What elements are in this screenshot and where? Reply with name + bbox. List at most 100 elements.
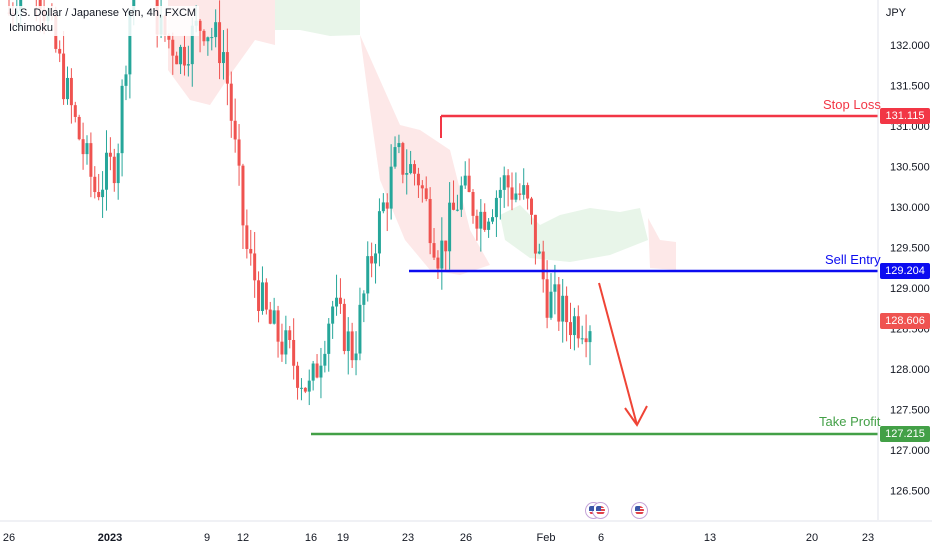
x-tick-label: 23 bbox=[402, 532, 414, 544]
indicator-label[interactable]: Ichimoku bbox=[9, 22, 54, 34]
time-axis[interactable]: 26 2023 9 12 16 19 23 26 Feb 6 13 20 23 bbox=[3, 532, 874, 544]
candle-body bbox=[225, 52, 229, 84]
candle-body bbox=[38, 0, 42, 10]
sell-entry-label: Sell Entry bbox=[825, 252, 881, 267]
candle-body bbox=[296, 365, 300, 388]
candle-body bbox=[440, 240, 444, 269]
candle-body bbox=[448, 202, 452, 252]
candle-body bbox=[93, 176, 97, 193]
candle-body bbox=[580, 338, 584, 340]
x-tick-label: Feb bbox=[537, 532, 556, 544]
x-tick-label: 20 bbox=[806, 532, 818, 544]
candle-body bbox=[358, 304, 362, 354]
candle-body bbox=[120, 85, 124, 154]
candle-body bbox=[362, 293, 366, 305]
y-tick-label: 128.000 bbox=[890, 364, 930, 376]
sell-entry-price-badge: 129.204 bbox=[880, 263, 930, 279]
x-tick-label: 23 bbox=[862, 532, 874, 544]
us-flag-event-icon[interactable] bbox=[592, 502, 609, 519]
candle-body bbox=[522, 185, 526, 195]
candle-body bbox=[366, 256, 370, 294]
candle-body bbox=[167, 35, 171, 40]
candle-body bbox=[541, 251, 545, 280]
candle-body bbox=[479, 211, 483, 229]
candle-body bbox=[331, 306, 335, 324]
last-price-badge: 128.606 bbox=[880, 313, 930, 329]
candle-body bbox=[85, 143, 89, 155]
x-tick-label: 2023 bbox=[98, 532, 122, 544]
symbol-title[interactable]: U.S. Dollar / Japanese Yen, 4h, FXCM bbox=[9, 7, 197, 19]
sell-arrow-shaft[interactable] bbox=[598, 282, 638, 426]
candle-body bbox=[413, 164, 417, 174]
candle-body bbox=[350, 331, 354, 361]
candles bbox=[7, 0, 592, 406]
candle-body bbox=[405, 173, 409, 175]
candle-body bbox=[374, 253, 378, 264]
take-profit-price-badge: 127.215 bbox=[880, 426, 930, 442]
candle-body bbox=[272, 310, 276, 324]
candle-body bbox=[588, 331, 592, 343]
candle-body bbox=[389, 166, 393, 209]
x-tick-label: 9 bbox=[204, 532, 210, 544]
candle-body bbox=[506, 175, 510, 188]
candle-body bbox=[210, 37, 214, 39]
take-profit-label: Take Profit bbox=[819, 414, 881, 429]
candle-body bbox=[221, 52, 225, 64]
price-axis[interactable]: 132.000 131.500 131.000 130.500 130.000 129.5… bbox=[890, 40, 930, 498]
candle-body bbox=[561, 295, 565, 322]
x-tick-label: 12 bbox=[237, 532, 249, 544]
candle-body bbox=[182, 46, 186, 66]
candle-body bbox=[276, 310, 280, 342]
y-tick-label: 131.000 bbox=[890, 121, 930, 133]
candle-body bbox=[420, 185, 424, 189]
candle-body bbox=[428, 198, 432, 244]
ichimoku-cloud bbox=[168, 0, 676, 275]
x-tick-label: 26 bbox=[3, 532, 15, 544]
y-tick-label: 132.000 bbox=[890, 40, 930, 52]
candle-body bbox=[58, 48, 62, 54]
candle-body bbox=[307, 380, 311, 392]
candle-body bbox=[175, 55, 179, 65]
cloud-bearish bbox=[360, 35, 490, 275]
candle-body bbox=[260, 282, 264, 312]
candle-body bbox=[303, 387, 307, 392]
x-tick-label: 13 bbox=[704, 532, 716, 544]
candle-body bbox=[69, 77, 73, 106]
candle-body bbox=[253, 253, 257, 281]
candle-body bbox=[327, 323, 331, 354]
candle-body bbox=[370, 256, 374, 264]
candle-body bbox=[179, 46, 183, 65]
candle-body bbox=[237, 139, 241, 166]
candle-body bbox=[319, 365, 323, 378]
candle-body bbox=[533, 214, 537, 254]
y-tick-label: 129.000 bbox=[890, 283, 930, 295]
y-tick-label: 126.500 bbox=[890, 486, 930, 498]
candle-body bbox=[487, 221, 491, 230]
candle-body bbox=[128, 10, 132, 75]
stop-loss-price-badge: 131.115 bbox=[880, 108, 930, 124]
y-tick-label: 127.500 bbox=[890, 405, 930, 417]
candle-body bbox=[257, 280, 261, 312]
us-flag-event-icon[interactable] bbox=[631, 502, 648, 519]
candle-body bbox=[198, 20, 202, 31]
y-tick-label: 127.000 bbox=[890, 445, 930, 457]
candle-body bbox=[89, 143, 93, 177]
candle-body bbox=[346, 331, 350, 352]
candle-body bbox=[526, 185, 530, 199]
candle-body bbox=[510, 187, 514, 200]
candle-body bbox=[284, 330, 288, 355]
candle-body bbox=[77, 116, 81, 140]
candle-body bbox=[397, 143, 401, 148]
candle-body bbox=[112, 156, 116, 184]
candle-body bbox=[381, 202, 385, 212]
candle-body bbox=[530, 198, 534, 215]
candle-body bbox=[424, 188, 428, 199]
candle-body bbox=[19, 0, 23, 11]
candle-body bbox=[233, 120, 237, 140]
candle-body bbox=[475, 215, 479, 229]
candle-body bbox=[264, 282, 268, 310]
sell-arrow-head bbox=[624, 405, 648, 427]
candle-body bbox=[432, 243, 436, 258]
